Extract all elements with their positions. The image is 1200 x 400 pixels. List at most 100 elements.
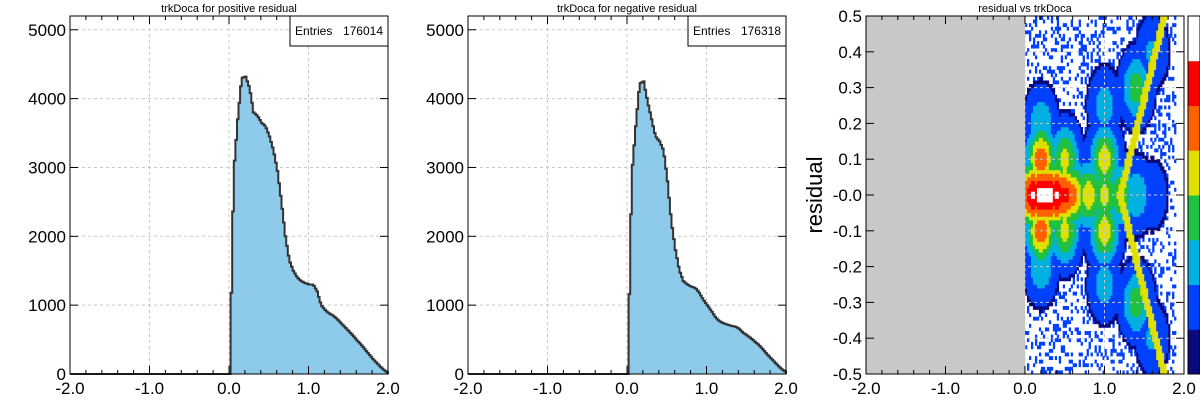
heatmap-cell: [1136, 51, 1139, 56]
heatmap-cell: [1072, 137, 1075, 142]
heatmap-cell: [1054, 263, 1058, 267]
heatmap-cell: [1068, 101, 1072, 106]
heatmap-cell: [1070, 162, 1073, 167]
heatmap-cell: [1130, 323, 1133, 328]
heatmap-cell: [1054, 184, 1058, 189]
heatmap-cell: [1084, 184, 1087, 189]
heatmap-cell: [1112, 98, 1115, 103]
heatmap-cell: [1136, 338, 1139, 343]
heatmap-cell: [1118, 195, 1121, 199]
heatmap-cell: [1142, 334, 1145, 339]
heatmap-cell: [1080, 177, 1083, 181]
heatmap-cell: [1090, 259, 1093, 264]
heatmap-cell: [1108, 295, 1111, 300]
heatmap-cell: [1060, 137, 1064, 142]
heatmap-cell: [1122, 116, 1125, 121]
heatmap-cell: [1028, 123, 1032, 128]
heatmap-cell: [1076, 180, 1079, 185]
heatmap-cell: [1116, 309, 1119, 314]
heatmap-cell: [1096, 288, 1099, 292]
heatmap-cell: [1098, 259, 1101, 264]
heatmap-cell: [1126, 169, 1129, 174]
heatmap-cell: [1044, 245, 1048, 249]
heatmap-cell: [1106, 130, 1109, 135]
heatmap-cell: [1134, 284, 1137, 289]
heatmap-cell: [1074, 101, 1077, 106]
heatmap-cell: [1150, 137, 1153, 142]
heatmap-cell: [1046, 130, 1050, 135]
heatmap-cell: [1132, 227, 1135, 232]
heatmap-cell: [1070, 216, 1073, 221]
heatmap-cell: [1150, 356, 1153, 360]
heatmap-cell: [1118, 134, 1121, 139]
heatmap-cell: [1100, 205, 1103, 210]
heatmap-cell: [1098, 33, 1101, 38]
heatmap-cell: [1082, 55, 1085, 60]
heatmap-cell: [1144, 284, 1147, 289]
heatmap-cell: [1108, 159, 1111, 164]
heatmap-cell: [1074, 241, 1077, 246]
heatmap-cell: [1104, 237, 1107, 242]
heatmap-cell: [1100, 76, 1103, 81]
heatmap-cell: [1142, 184, 1145, 189]
heatmap-cell: [1036, 94, 1040, 99]
heatmap-cell: [1138, 191, 1141, 196]
heatmap-cell: [1050, 234, 1054, 239]
heatmap-cell: [1100, 223, 1103, 228]
heatmap-cell: [1108, 141, 1111, 146]
heatmap-cell: [1076, 137, 1079, 142]
heatmap-cell: [1106, 280, 1109, 285]
heatmap-cell: [1090, 137, 1093, 142]
heatmap-cell: [1148, 66, 1151, 70]
heatmap-cell: [1064, 202, 1068, 207]
heatmap-cell: [1142, 101, 1145, 106]
heatmap-cell: [1102, 155, 1105, 160]
heatmap-cell: [1110, 62, 1113, 67]
heatmap-cell: [1052, 241, 1056, 246]
heatmap-cell: [1090, 202, 1093, 207]
heatmap-cell: [1068, 209, 1072, 214]
heatmap-cell: [1112, 209, 1115, 214]
heatmap-cell: [1070, 130, 1073, 135]
heatmap-cell: [1025, 252, 1028, 257]
heatmap-cell: [1028, 187, 1032, 192]
histogram-bar: [659, 141, 663, 374]
heatmap-cell: [1074, 177, 1077, 181]
heatmap-cell: [1072, 116, 1075, 121]
heatmap-cell: [1086, 84, 1089, 88]
heatmap-cell: [1066, 180, 1070, 185]
heatmap-cell: [1092, 126, 1095, 131]
histogram-bar: [683, 281, 687, 374]
heatmap-cell: [1108, 187, 1111, 192]
heatmap-cell: [1062, 119, 1066, 124]
heatmap-cell: [1046, 366, 1050, 371]
heatmap-cell: [1124, 69, 1127, 74]
heatmap-cell: [1042, 309, 1046, 314]
heatmap-cell: [1140, 173, 1143, 178]
heatmap-cell: [1042, 263, 1046, 267]
heatmap-cell: [1028, 126, 1032, 131]
heatmap-cell: [1102, 237, 1105, 242]
heatmap-cell: [1074, 209, 1077, 214]
heatmap-cell: [1034, 277, 1038, 282]
heatmap-cell: [1036, 101, 1040, 106]
heatmap-cell: [1090, 277, 1093, 282]
heatmap-cell: [1132, 159, 1135, 164]
heatmap-cell: [1086, 55, 1089, 60]
heatmap-cell: [1044, 137, 1048, 142]
heatmap-cell: [1092, 198, 1095, 203]
heatmap-cell: [1030, 173, 1034, 178]
heatmap-cell: [1100, 302, 1103, 307]
heatmap-cell: [1058, 109, 1062, 113]
histogram-bar: [305, 283, 309, 374]
heatmap-cell: [1098, 55, 1101, 60]
heatmap-cell: [1144, 51, 1147, 56]
heatmap-cell: [1072, 26, 1075, 31]
heatmap-cell: [1044, 205, 1048, 210]
heatmap-cell: [1100, 141, 1103, 146]
heatmap-cell: [1116, 98, 1119, 103]
heatmap-cell: [1118, 159, 1121, 164]
heatmap-cell: [1076, 245, 1079, 249]
heatmap-cell: [1112, 94, 1115, 99]
heatmap-cell: [1026, 177, 1030, 181]
